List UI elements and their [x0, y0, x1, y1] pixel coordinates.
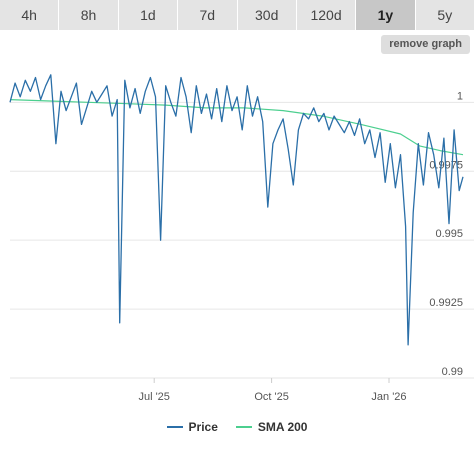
tab-1d[interactable]: 1d [118, 0, 179, 30]
y-tick-label: 0.9975 [429, 159, 463, 171]
tab-4h[interactable]: 4h [0, 0, 60, 30]
y-tick-label: 0.995 [435, 228, 463, 240]
price-chart: 1 0.9975 0.995 0.9925 0.99 Jul '25 Oct '25 Jan… [9, 74, 474, 403]
timeframe-tabs: 4h 8h 1d 7d 30d 120d 1y 5y [0, 0, 474, 30]
legend-label-price: Price [188, 420, 218, 434]
y-axis-ticks: 1 0.9975 0.995 0.9925 0.99 [429, 90, 463, 378]
legend-item-sma[interactable]: SMA 200 [235, 420, 308, 434]
x-tick-label: Oct '25 [254, 391, 289, 403]
legend-item-price[interactable]: Price [166, 420, 218, 434]
tab-1y[interactable]: 1y [356, 0, 416, 30]
chart-legend: Price SMA 200 [0, 420, 474, 434]
x-axis-ticks: Jul '25 Oct '25 Jan '26 [138, 378, 407, 403]
series-lines [9, 74, 464, 346]
x-tick-label: Jul '25 [138, 391, 169, 403]
y-tick-label: 0.99 [442, 366, 463, 378]
tab-7d[interactable]: 7d [178, 0, 238, 30]
remove-graph-button[interactable]: remove graph [381, 35, 470, 54]
y-tick-label: 0.9925 [429, 297, 463, 309]
y-tick-label: 1 [457, 90, 463, 102]
tab-5y[interactable]: 5y [415, 0, 474, 30]
tab-30d[interactable]: 30d [237, 0, 297, 30]
grid-lines [10, 101, 474, 379]
price-swatch [166, 426, 183, 428]
sma-swatch [235, 426, 252, 428]
price-line [9, 74, 464, 346]
tab-8h[interactable]: 8h [59, 0, 119, 30]
x-tick-label: Jan '26 [371, 391, 406, 403]
tab-120d[interactable]: 120d [296, 0, 357, 30]
sma-200-line [9, 99, 464, 156]
legend-label-sma: SMA 200 [257, 420, 308, 434]
